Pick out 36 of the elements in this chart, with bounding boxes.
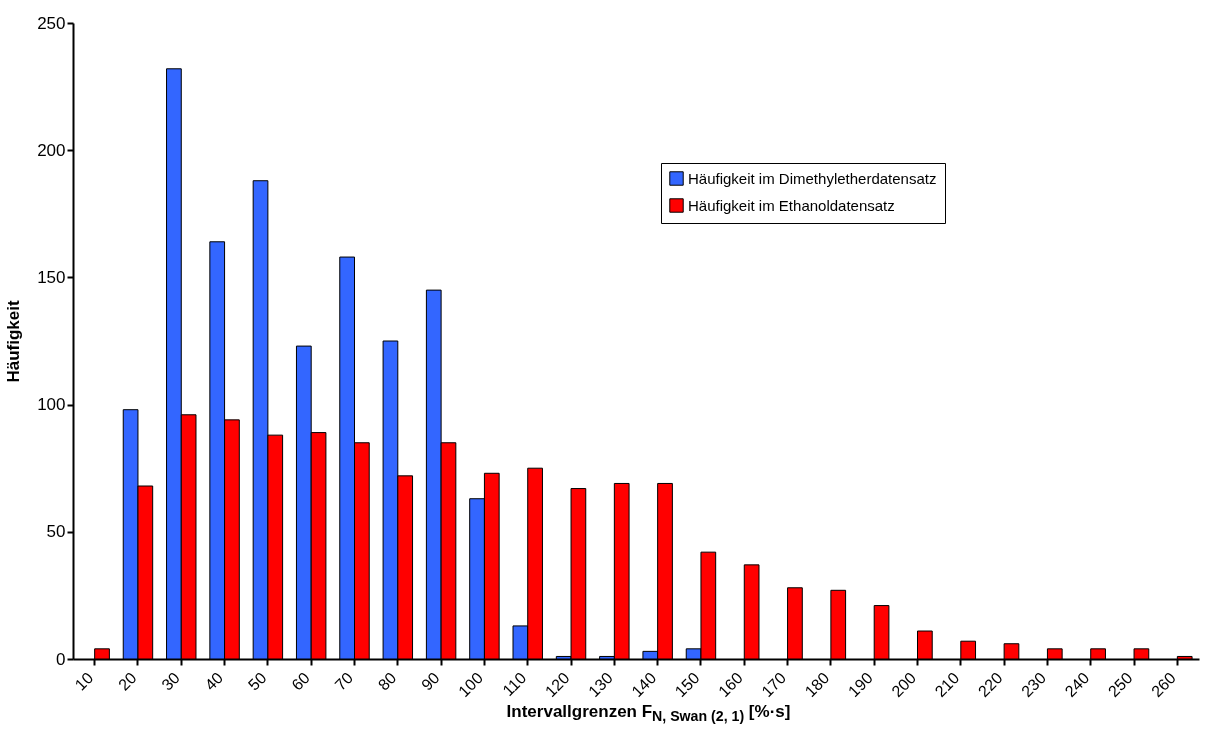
- x-tick-label: 150: [671, 669, 703, 701]
- x-tick-label: 170: [758, 669, 790, 701]
- x-tick-label: 80: [374, 669, 400, 694]
- x-tick-label: 180: [801, 669, 833, 701]
- x-tick-label: 60: [288, 669, 313, 694]
- y-tick-label: 150: [37, 267, 66, 287]
- x-tick-label: 110: [499, 669, 530, 700]
- x-tick-label: 140: [628, 669, 660, 701]
- x-tick-label: 30: [158, 669, 183, 694]
- x-tick-label: 210: [931, 669, 963, 701]
- x-tick-label: 100: [455, 669, 487, 701]
- y-axis-title: Häufigkeit: [4, 300, 24, 383]
- y-tick-label: 200: [37, 140, 66, 160]
- x-tick-label: 40: [201, 669, 227, 694]
- x-tick-label: 240: [1061, 669, 1093, 701]
- x-tick-label: 200: [888, 669, 920, 701]
- x-tick-label: 230: [1018, 669, 1050, 701]
- y-tick-label: 0: [56, 649, 66, 669]
- x-tick-label: 20: [115, 669, 140, 694]
- x-tick-label: 90: [418, 669, 443, 694]
- y-tick-label: 50: [46, 522, 66, 542]
- x-tick-label: 50: [244, 669, 270, 694]
- y-tick-label: 250: [37, 13, 66, 33]
- x-tick-label: 190: [844, 669, 876, 701]
- x-tick-label: 120: [541, 669, 573, 701]
- x-tick-label: 250: [1104, 669, 1136, 701]
- y-tick-label: 100: [37, 395, 66, 415]
- x-tick-label: 160: [715, 669, 746, 701]
- x-axis-title: Intervallgrenzen F$_{N, Swan (2, 1)}$ [%·s]: [505, 702, 792, 725]
- x-tick-label: 260: [1148, 669, 1180, 701]
- x-tick-label: 220: [974, 669, 1006, 701]
- x-tick-label: 130: [585, 669, 617, 701]
- x-tick-label: 10: [71, 669, 97, 694]
- x-tick-label: 70: [331, 669, 357, 694]
- legend-label: Häufigkeit im Dimethyletherdatensatz: [688, 169, 937, 187]
- legend-label: Häufigkeit im Ethanoldatensatz: [688, 196, 895, 214]
